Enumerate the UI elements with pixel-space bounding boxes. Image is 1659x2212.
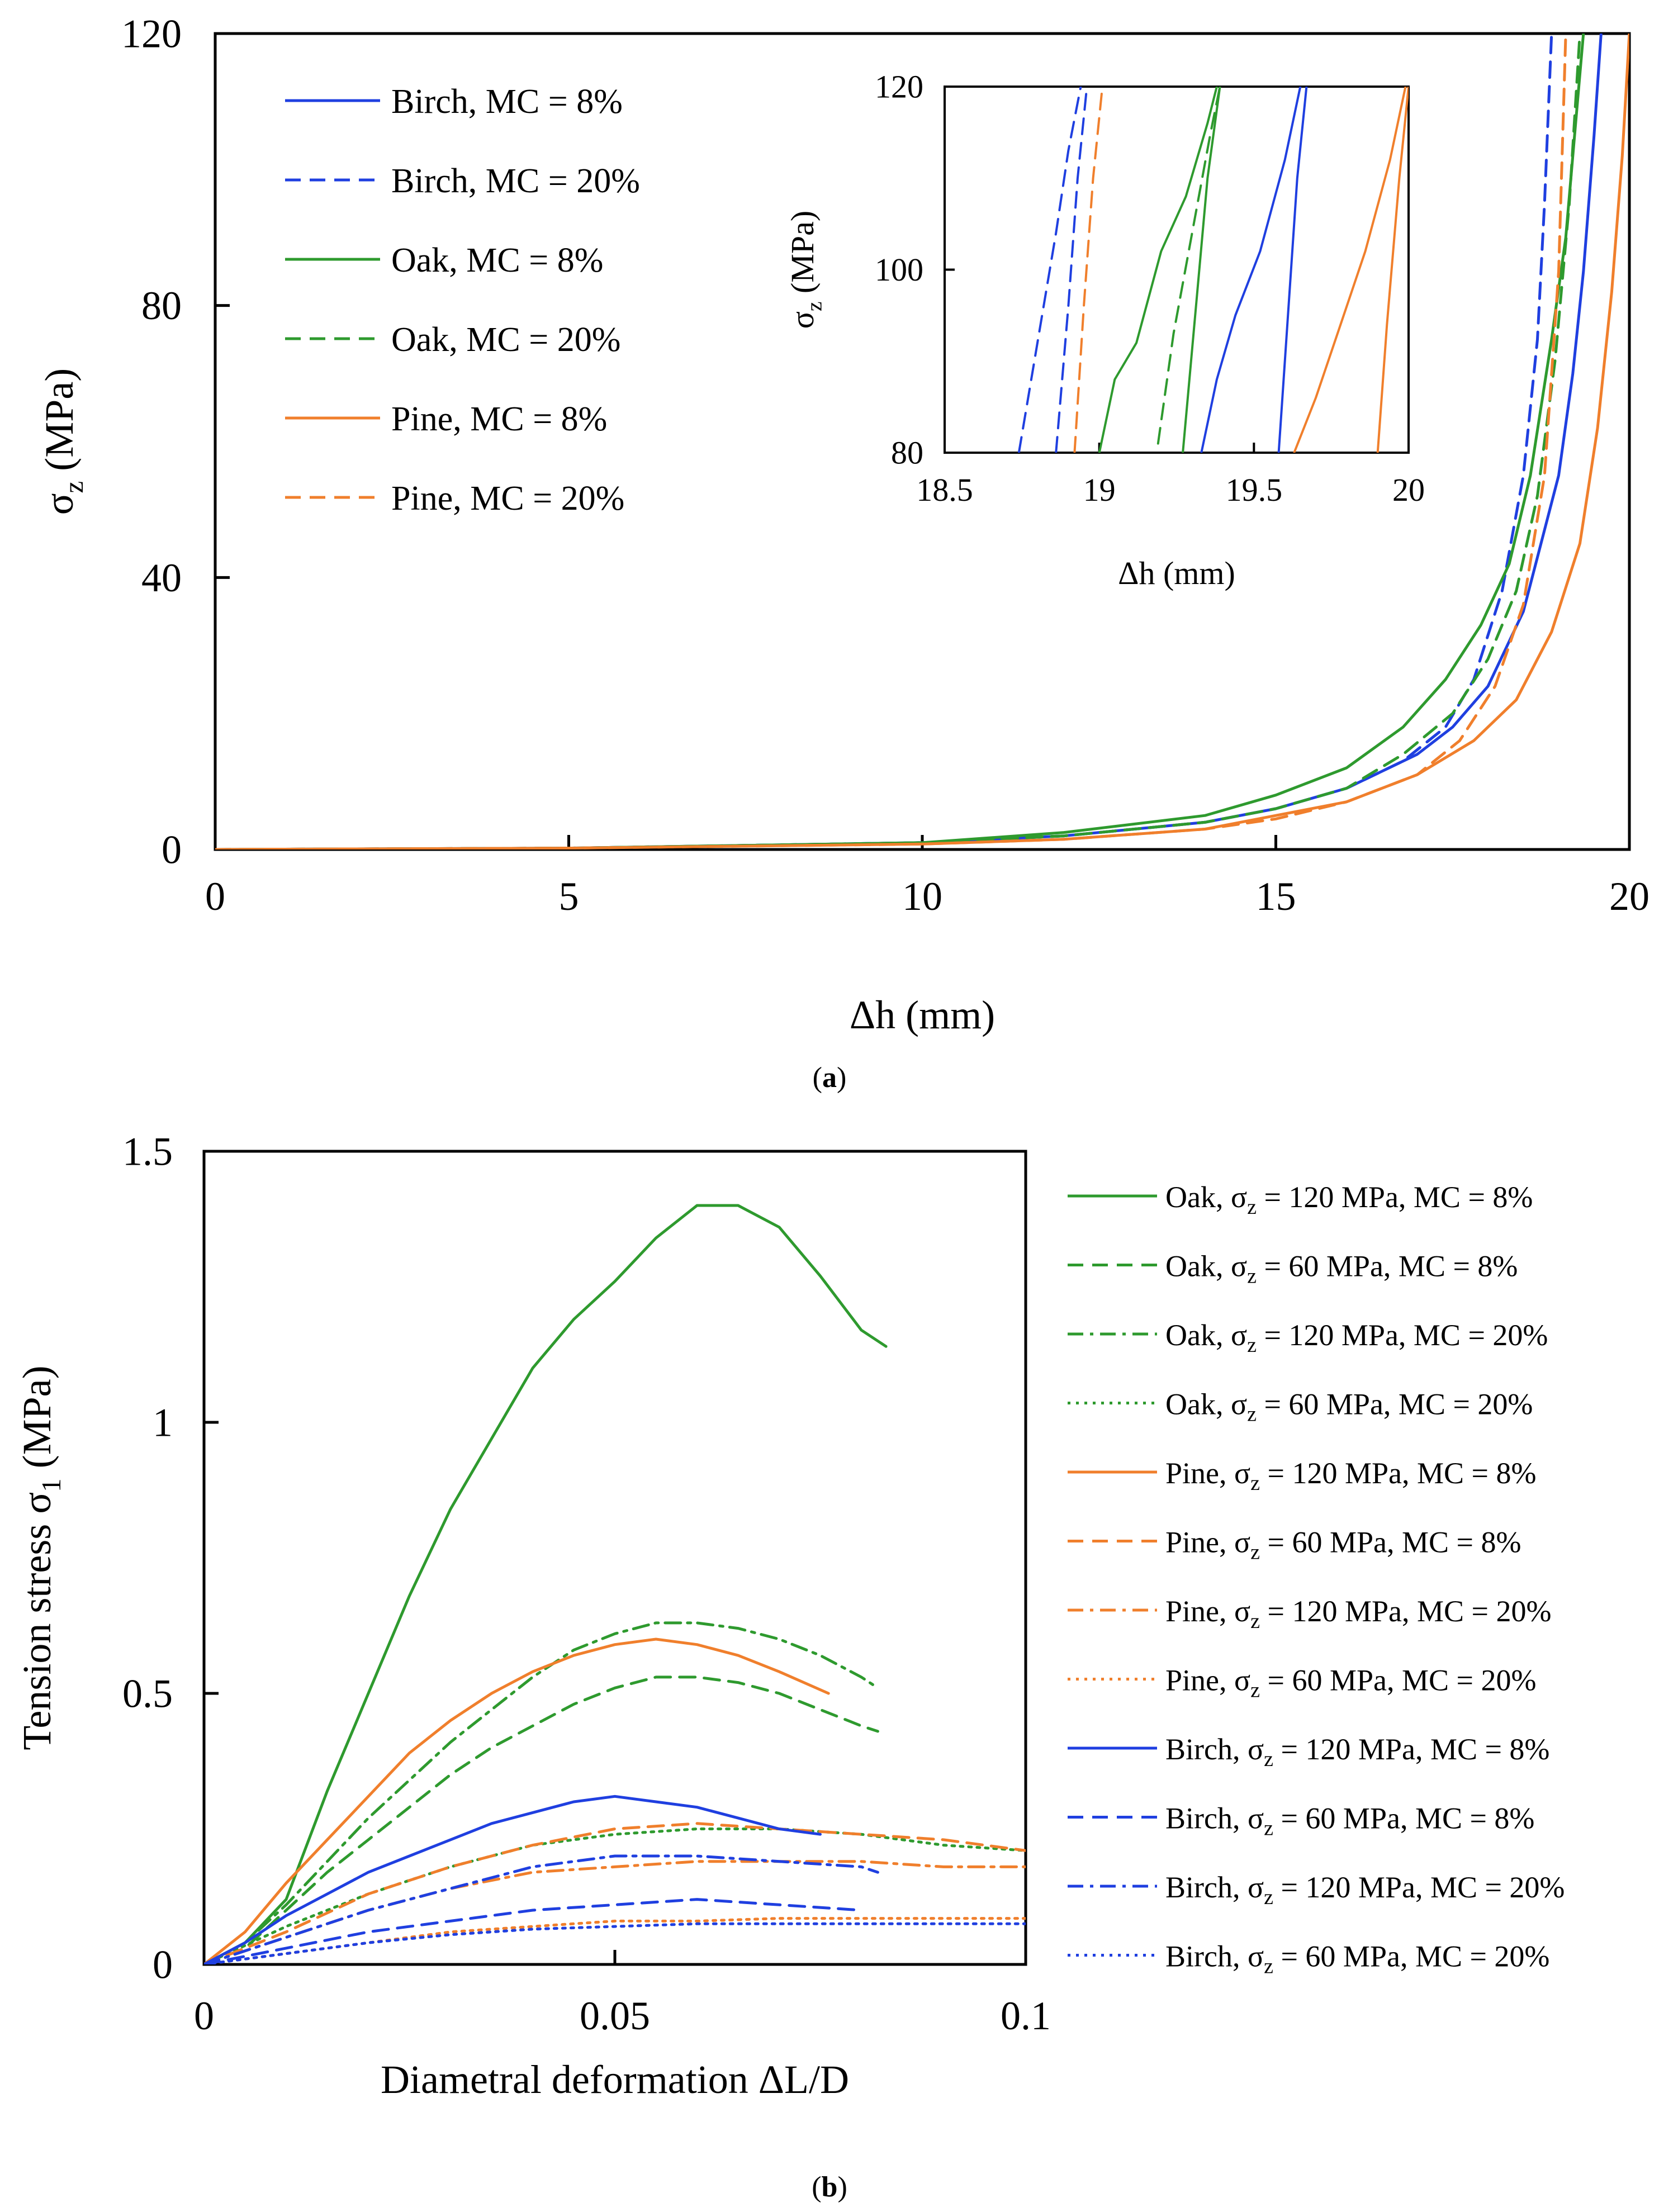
main-x-tick-label: 10 [902,874,942,919]
legend-label: Pine, σz = 120 MPa, MC = 20% [1165,1594,1551,1633]
panel-b-label: (b) [812,2171,847,2203]
legend-label: Pine, σz = 60 MPa, MC = 20% [1165,1664,1536,1702]
main-b-x-tick-label: 0 [194,1993,214,2038]
main-b-plot-frame [202,1150,1027,1966]
inset-series-line [1182,87,1221,453]
legend-label: Birch, σz = 60 MPa, MC = 8% [1165,1802,1534,1840]
main-x-tick-label: 5 [559,874,579,919]
main-b-y-tick-label: 0 [153,1942,173,1987]
inset-series-line [1376,87,1409,453]
series-line [204,1854,879,1964]
series-line [204,1204,888,1964]
inset-series-line [1017,87,1082,453]
legend-label: Oak, σz = 60 MPa, MC = 20% [1165,1388,1533,1426]
main-b-y-tick-label: 1 [153,1400,173,1445]
series-line [215,34,1567,849]
main-x-tick-label: 15 [1256,874,1296,919]
main-b-x-axis-label: Diametral deformation ΔL/D [381,2057,849,2102]
inset-plot-frame [944,86,1410,454]
legend-label: Birch, σz = 120 MPa, MC = 20% [1165,1871,1565,1909]
inset-y-tick-label: 120 [875,69,923,105]
inset-series-line [1098,87,1218,453]
legend-label: Pine, MC = 8% [391,400,607,438]
series-line [204,1637,830,1964]
main-x-axis-label: Δh (mm) [850,993,995,1037]
legend-label: Pine, σz = 120 MPa, MC = 8% [1165,1456,1536,1495]
legend-label: Birch, σz = 120 MPa, MC = 8% [1165,1732,1549,1771]
panel-a-label: (a) [813,1062,847,1094]
main-b-x-tick-label: 0.05 [580,1993,650,2038]
main-y-axis-label: σz (MPa) [37,368,89,515]
main-b-y-axis-label: Tension stress σ1 (MPa) [15,1365,67,1750]
main-b-y-tick-label: 1.5 [122,1129,173,1174]
main-y-tick-label: 80 [141,283,182,328]
main-y-tick-label: 0 [162,827,182,872]
inset-y-tick-label: 80 [891,435,923,471]
series-line [204,1795,822,1964]
inset-y-axis-label: σz (MPa) [784,211,827,329]
inset-x-tick-label: 19 [1083,472,1116,508]
legend-label: Oak, σz = 120 MPa, MC = 20% [1165,1318,1548,1357]
legend-label: Birch, MC = 8% [391,83,623,121]
legend-label: Oak, σz = 120 MPa, MC = 8% [1165,1180,1533,1219]
inset-series-line [1156,87,1221,445]
inset-series-line [1055,87,1088,453]
main-x-tick-label: 20 [1609,874,1649,919]
legend-label: Oak, MC = 8% [391,241,603,279]
main-y-tick-label: 40 [141,556,182,600]
inset-x-tick-label: 19.5 [1226,472,1283,508]
main-x-tick-label: 0 [205,874,225,919]
legend-label: Birch, σz = 60 MPa, MC = 20% [1165,1940,1549,1978]
legend-label: Pine, MC = 20% [391,480,624,518]
inset-series-line [1277,87,1308,453]
series-line [204,1898,863,1964]
series-line [204,1827,1026,1964]
series-line [204,1922,1026,1964]
inset-series-line [1073,87,1104,453]
inset-y-tick-label: 100 [875,251,923,288]
inset-series-line [1293,87,1407,453]
legend-label: Oak, σz = 60 MPa, MC = 8% [1165,1250,1518,1288]
series-line [204,1822,1026,1964]
legend-label: Pine, σz = 60 MPa, MC = 8% [1165,1526,1521,1564]
inset-x-tick-label: 20 [1392,472,1425,508]
inset-x-axis-label: Δh (mm) [1118,555,1235,591]
legend-label: Birch, MC = 20% [391,162,640,200]
panel-a-chart: 0 5 10 15 20 0 40 80 120 Δh (mm) σz (MPa) Birch, MC… [37,11,1649,1037]
series-line [204,1675,879,1964]
series-line [215,34,1581,849]
main-b-y-tick-label: 0.5 [122,1671,173,1716]
main-b-x-tick-label: 0.1 [1001,1993,1051,2038]
inset-x-tick-label: 18.5 [916,472,973,508]
inset-series-line [1200,87,1302,453]
legend-label: Oak, MC = 20% [391,321,620,359]
main-y-tick-label: 120 [121,11,182,56]
panel-b-chart: 0 0.05 0.1 0 0.5 1 1.5 Diametral deformation ΔL… [15,1129,1565,2102]
